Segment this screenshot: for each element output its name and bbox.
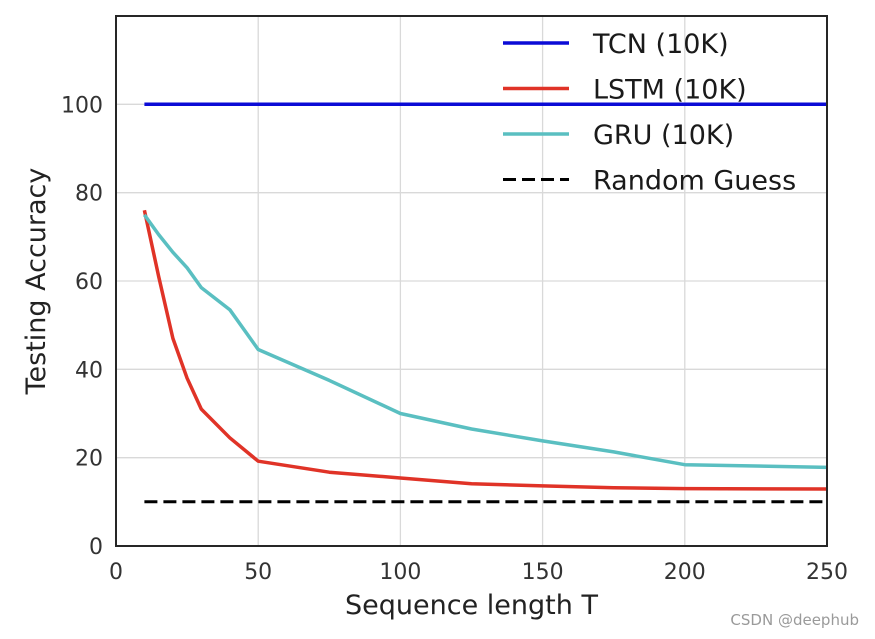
y-tick-label: 20 xyxy=(75,447,103,472)
x-tick-label: 250 xyxy=(806,560,848,585)
legend: TCN (10K) LSTM (10K) GRU (10K) Random Guess xyxy=(503,29,796,197)
legend-label: TCN (10K) xyxy=(592,29,729,60)
legend-label: Random Guess xyxy=(593,166,796,197)
watermark-text: CSDN @deephub xyxy=(730,611,859,629)
y-tick-label: 40 xyxy=(75,358,103,383)
tick-labels: 0 50 100 150 200 250 0 20 40 60 80 100 xyxy=(61,93,848,585)
y-tick-label: 60 xyxy=(75,270,103,295)
x-tick-label: 0 xyxy=(109,560,123,585)
legend-label: GRU (10K) xyxy=(593,120,734,151)
x-tick-label: 100 xyxy=(379,560,421,585)
series-lines xyxy=(142,102,828,504)
y-axis-title: Testing Accuracy xyxy=(21,168,52,396)
x-tick-label: 50 xyxy=(244,560,272,585)
y-tick-label: 100 xyxy=(61,93,103,118)
legend-label: LSTM (10K) xyxy=(593,75,747,106)
y-tick-label: 80 xyxy=(75,182,103,207)
x-tick-label: 200 xyxy=(664,560,706,585)
series-line-gru-10k xyxy=(142,213,828,470)
plot-frame xyxy=(115,15,828,547)
x-axis-title: Sequence length T xyxy=(345,590,598,621)
x-tick-label: 150 xyxy=(522,560,564,585)
series-line-lstm-10k xyxy=(142,209,828,491)
y-tick-label: 0 xyxy=(89,535,103,560)
